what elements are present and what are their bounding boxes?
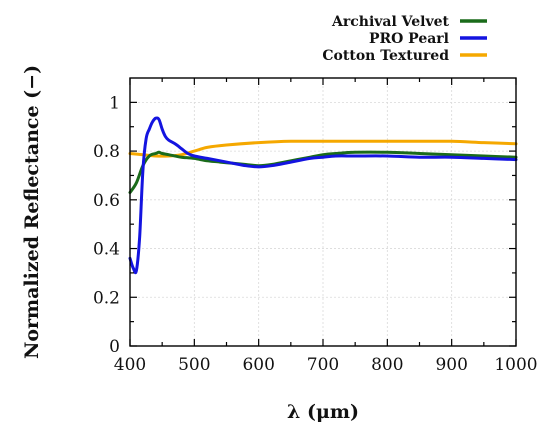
y-tick-label: 0.4: [93, 240, 120, 260]
y-tick-label: 0.2: [93, 288, 120, 308]
x-tick-label: 1000: [494, 355, 537, 375]
x-tick-label: 900: [435, 355, 467, 375]
series-line-cotton-textured: [128, 139, 518, 158]
y-tick-label: 1: [109, 93, 120, 113]
series-layer: [128, 116, 518, 275]
y-tick-label: 0: [109, 337, 120, 357]
x-tick-label: 700: [307, 355, 339, 375]
grid-layer: [130, 78, 516, 346]
legend-label-pro-pearl: PRO Pearl: [369, 31, 449, 47]
legend-label-cotton-textured: Cotton Textured: [322, 48, 449, 64]
x-tick-label: 500: [178, 355, 210, 375]
series-line-pro-pearl: [128, 116, 518, 275]
x-tick-label: 400: [114, 355, 146, 375]
x-tick-label: 600: [242, 355, 274, 375]
y-tick-label: 0.6: [93, 191, 120, 211]
y-axis-label: Normalized Reflectance (−): [21, 65, 43, 359]
y-tick-label: 0.8: [93, 142, 120, 162]
x-axis-label: λ (μm): [287, 401, 359, 423]
legend-label-archival-velvet: Archival Velvet: [331, 14, 450, 30]
x-tick-label: 800: [371, 355, 403, 375]
tick-layer: 400 500 600 700 800 900 1000 0 0.2 0.4 0.6 0.8 1: [93, 78, 538, 375]
